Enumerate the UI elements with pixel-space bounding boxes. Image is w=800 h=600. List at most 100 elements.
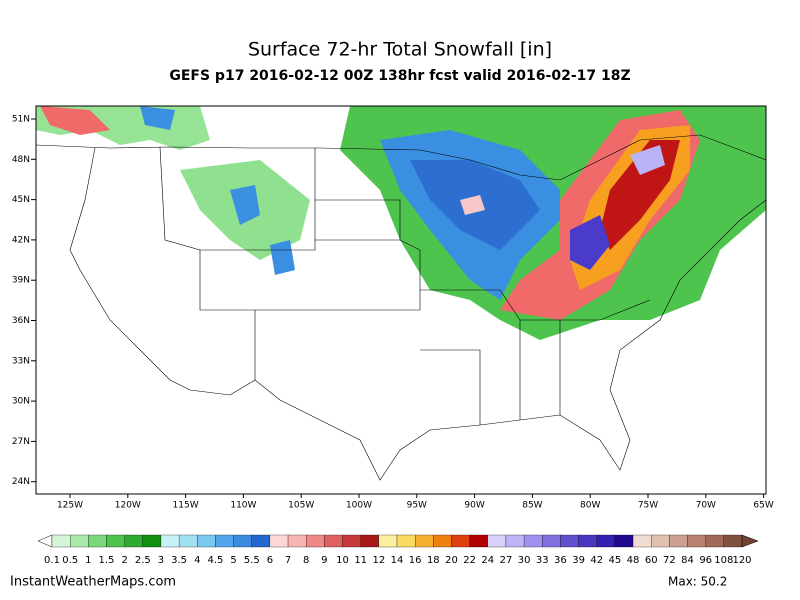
lat-label: 24N [12, 477, 30, 487]
colorbar-swatch [469, 534, 488, 548]
colorbar-swatch [596, 534, 616, 548]
colorbar-swatch [287, 534, 307, 548]
lat-label: 27N [12, 437, 30, 447]
lat-label: 33N [12, 356, 30, 366]
colorbar-label: 18 [427, 555, 440, 566]
colorbar-swatch [51, 534, 71, 548]
colorbar-swatch [378, 534, 398, 548]
lon-label: 110W [230, 501, 256, 511]
colorbar-label: 0.5 [62, 555, 78, 566]
colorbar-swatch [215, 534, 234, 548]
colorbar-swatch [705, 534, 724, 548]
colorbar-label: 24 [481, 555, 494, 566]
colorbar-swatch [560, 534, 579, 548]
colorbar-swatch [233, 534, 252, 548]
colorbar-swatch [487, 534, 507, 548]
snowfall [36, 106, 766, 340]
colorbar-end-low [37, 534, 53, 548]
colorbar-label: 120 [732, 555, 751, 566]
colorbar-swatch [360, 534, 379, 548]
colorbar-swatch [88, 534, 107, 548]
colorbar-label: 48 [627, 555, 640, 566]
colorbar-label: 10 [336, 555, 349, 566]
map-frame [35, 105, 767, 495]
colorbar-swatch [124, 534, 143, 548]
lon-label: 105W [288, 501, 314, 511]
colorbar-label: 0.1 [44, 555, 60, 566]
colorbar-label: 36 [554, 555, 567, 566]
colorbar-label: 108 [714, 555, 733, 566]
colorbar-label: 6 [267, 555, 273, 566]
lat-label: 48N [12, 155, 30, 165]
colorbar-swatch [651, 534, 670, 548]
colorbar-swatch [342, 534, 361, 548]
lon-label: 65W [753, 501, 773, 511]
colorbar-swatch [142, 534, 162, 548]
footer-site: InstantWeatherMaps.com [10, 575, 176, 590]
colorbar-label: 12 [372, 555, 385, 566]
lon-label: 75W [638, 501, 658, 511]
colorbar-label: 3 [158, 555, 164, 566]
colorbar-label: 5.5 [244, 555, 260, 566]
lat-label: 30N [12, 397, 30, 407]
colorbar-label: 16 [409, 555, 422, 566]
lon-label: 95W [407, 501, 427, 511]
colorbar-swatch [451, 534, 470, 548]
colorbar-label: 33 [536, 555, 549, 566]
lat-label: 51N [12, 115, 30, 125]
colorbar-swatch [396, 534, 416, 548]
colorbar-label: 9 [321, 555, 327, 566]
colorbar-swatch [269, 534, 289, 548]
colorbar-label: 4 [194, 555, 200, 566]
lon-label: 85W [522, 501, 542, 511]
lon-label: 125W [57, 501, 83, 511]
lat-label: 42N [12, 235, 30, 245]
colorbar-swatch [324, 534, 343, 548]
colorbar-swatch [614, 534, 634, 548]
colorbar-end-high [741, 534, 759, 548]
colorbar-label: 20 [445, 555, 458, 566]
colorbar-swatch [306, 534, 325, 548]
colorbar-label: 60 [645, 555, 658, 566]
boundaries [35, 134, 767, 481]
colorbar-swatch [687, 534, 706, 548]
colorbar-label: 22 [463, 555, 476, 566]
lat-label: 45N [12, 195, 30, 205]
colorbar-label: 8 [303, 555, 309, 566]
footer-max: Max: 50.2 [668, 575, 727, 589]
lat-label: 36N [12, 316, 30, 326]
colorbar-label: 96 [699, 555, 712, 566]
colorbar-label: 14 [391, 555, 404, 566]
colorbar-swatch [178, 534, 198, 548]
colorbar-label: 4.5 [207, 555, 223, 566]
colorbar-label: 11 [354, 555, 367, 566]
colorbar-swatch [415, 534, 434, 548]
lon-label: 100W [346, 501, 372, 511]
colorbar-swatch [160, 534, 180, 548]
colorbar-swatch [523, 534, 543, 548]
subtitle: GEFS p17 2016-02-12 00Z 138hr fcst valid… [169, 68, 630, 84]
colorbar-swatch [723, 534, 743, 548]
lon-label: 90W [464, 501, 484, 511]
colorbar-swatch [197, 534, 216, 548]
lon-label: 80W [580, 501, 600, 511]
colorbar-label: 72 [663, 555, 676, 566]
colorbar-swatch [106, 534, 125, 548]
colorbar-label: 27 [500, 555, 513, 566]
lon-label: 115W [173, 501, 199, 511]
colorbar-swatch [578, 534, 597, 548]
colorbar-swatch [632, 534, 652, 548]
colorbar-label: 1.5 [99, 555, 115, 566]
lon-label: 70W [696, 501, 716, 511]
colorbar-label: 45 [609, 555, 622, 566]
title: Surface 72-hr Total Snowfall [in] [248, 39, 552, 61]
colorbar-label: 39 [572, 555, 585, 566]
colorbar: 0.1 0.5 1 1.5 2 2.5 3 3.5 4 4.5 5 5.5 6 7 8 9 10 11 12 14 16… [37, 534, 759, 566]
map [35, 105, 767, 495]
colorbar-label: 7 [285, 555, 291, 566]
colorbar-swatch [70, 534, 89, 548]
colorbar-label: 84 [681, 555, 694, 566]
colorbar-swatch [251, 534, 271, 548]
lat-label: 39N [12, 276, 30, 286]
